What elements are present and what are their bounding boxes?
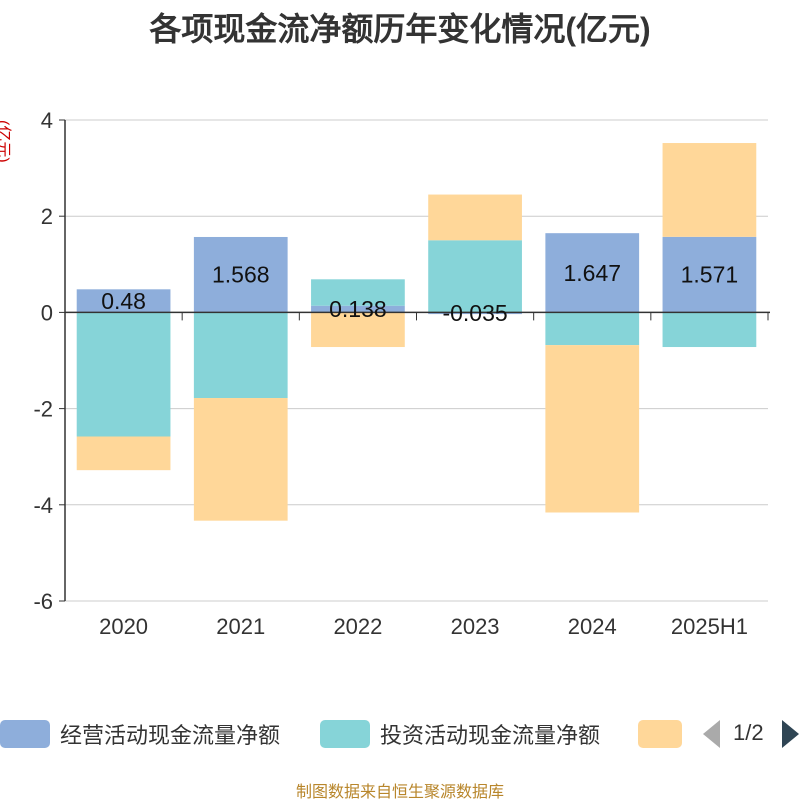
data-label-operating: 0.48 xyxy=(101,288,146,314)
bar-operating-2022 xyxy=(311,305,405,313)
legend-label-operating: 经营活动现金流量净额 xyxy=(60,723,281,748)
bar-investing-2021 xyxy=(193,312,288,399)
x-tick-label: 2022 xyxy=(333,614,382,639)
legend-swatch-operating xyxy=(0,720,50,748)
bar-operating-2024 xyxy=(545,233,640,313)
y-tick-label: -2 xyxy=(33,397,53,422)
legend-label-investing: 投资活动现金流量净额 xyxy=(380,723,601,748)
source-footer: 制图数据来自恒生聚源数据库 xyxy=(295,784,504,801)
bar-financing-2024 xyxy=(545,345,640,513)
y-tick-label: 0 xyxy=(41,300,53,325)
bar-operating-2023 xyxy=(428,312,522,315)
legend-item-investing[interactable]: 投资活动现金流量净额 xyxy=(320,716,600,752)
x-tick-label: 2021 xyxy=(216,614,265,639)
x-tick-label: 2024 xyxy=(568,614,617,639)
y-tick-label: -4 xyxy=(33,493,53,518)
bar-financing-2021 xyxy=(193,398,288,521)
bar-investing-2024 xyxy=(545,312,640,346)
bar-financing-2020 xyxy=(76,436,171,471)
legend-item-financing[interactable] xyxy=(638,716,682,752)
legend-swatch-financing xyxy=(638,720,682,748)
data-labels: 0.48 1.568 0.138 -0.035 1.647 1.571 xyxy=(101,260,738,326)
legend-item-operating[interactable]: 经营活动现金流量净额 xyxy=(0,716,280,752)
chart-title: 各项现金流净额历年变化情况(亿元) xyxy=(149,11,651,47)
x-tick-label: 2023 xyxy=(451,614,500,639)
legend-pager: 1/2 xyxy=(700,716,800,752)
y-axis-label: (亿元) xyxy=(0,120,12,163)
legend-swatch-investing xyxy=(320,720,370,748)
data-label-operating: 1.571 xyxy=(681,262,739,288)
bar-investing-2025H1 xyxy=(662,312,757,348)
data-label-operating: 0.138 xyxy=(329,296,387,322)
bar-operating-2021 xyxy=(193,236,288,313)
bar-investing-2022 xyxy=(311,279,405,306)
bar-financing-2023 xyxy=(428,194,522,241)
x-tick-label: 2020 xyxy=(99,614,148,639)
grid-lines xyxy=(65,119,768,602)
bar-operating-2025H1 xyxy=(662,236,757,313)
legend-page-indicator: 1/2 xyxy=(733,720,764,745)
legend-prev-page-icon[interactable] xyxy=(703,720,720,748)
bar-investing-2020 xyxy=(76,312,171,437)
legend-next-page-icon[interactable] xyxy=(782,720,799,748)
bar-financing-2025H1 xyxy=(662,143,757,237)
data-label-operating: 1.647 xyxy=(563,260,621,286)
y-tick-label: 2 xyxy=(41,204,53,229)
chart: -6 -4 -2 0 2 4 2020 2021 2022 2023 2024 2025H1 0.48… xyxy=(0,108,770,639)
bar-investing-2023 xyxy=(428,240,522,313)
bars xyxy=(76,143,757,521)
y-tick-label: 4 xyxy=(41,108,53,133)
axes: -6 -4 -2 0 2 4 2020 2021 2022 2023 2024 2025H1 xyxy=(33,108,770,639)
bar-financing-2022 xyxy=(311,312,405,348)
y-tick-label: -6 xyxy=(33,589,53,614)
data-label-operating: 1.568 xyxy=(212,262,270,288)
x-tick-label: 2025H1 xyxy=(671,614,748,639)
data-label-operating: -0.035 xyxy=(442,300,507,326)
bar-operating-2020 xyxy=(76,289,171,313)
